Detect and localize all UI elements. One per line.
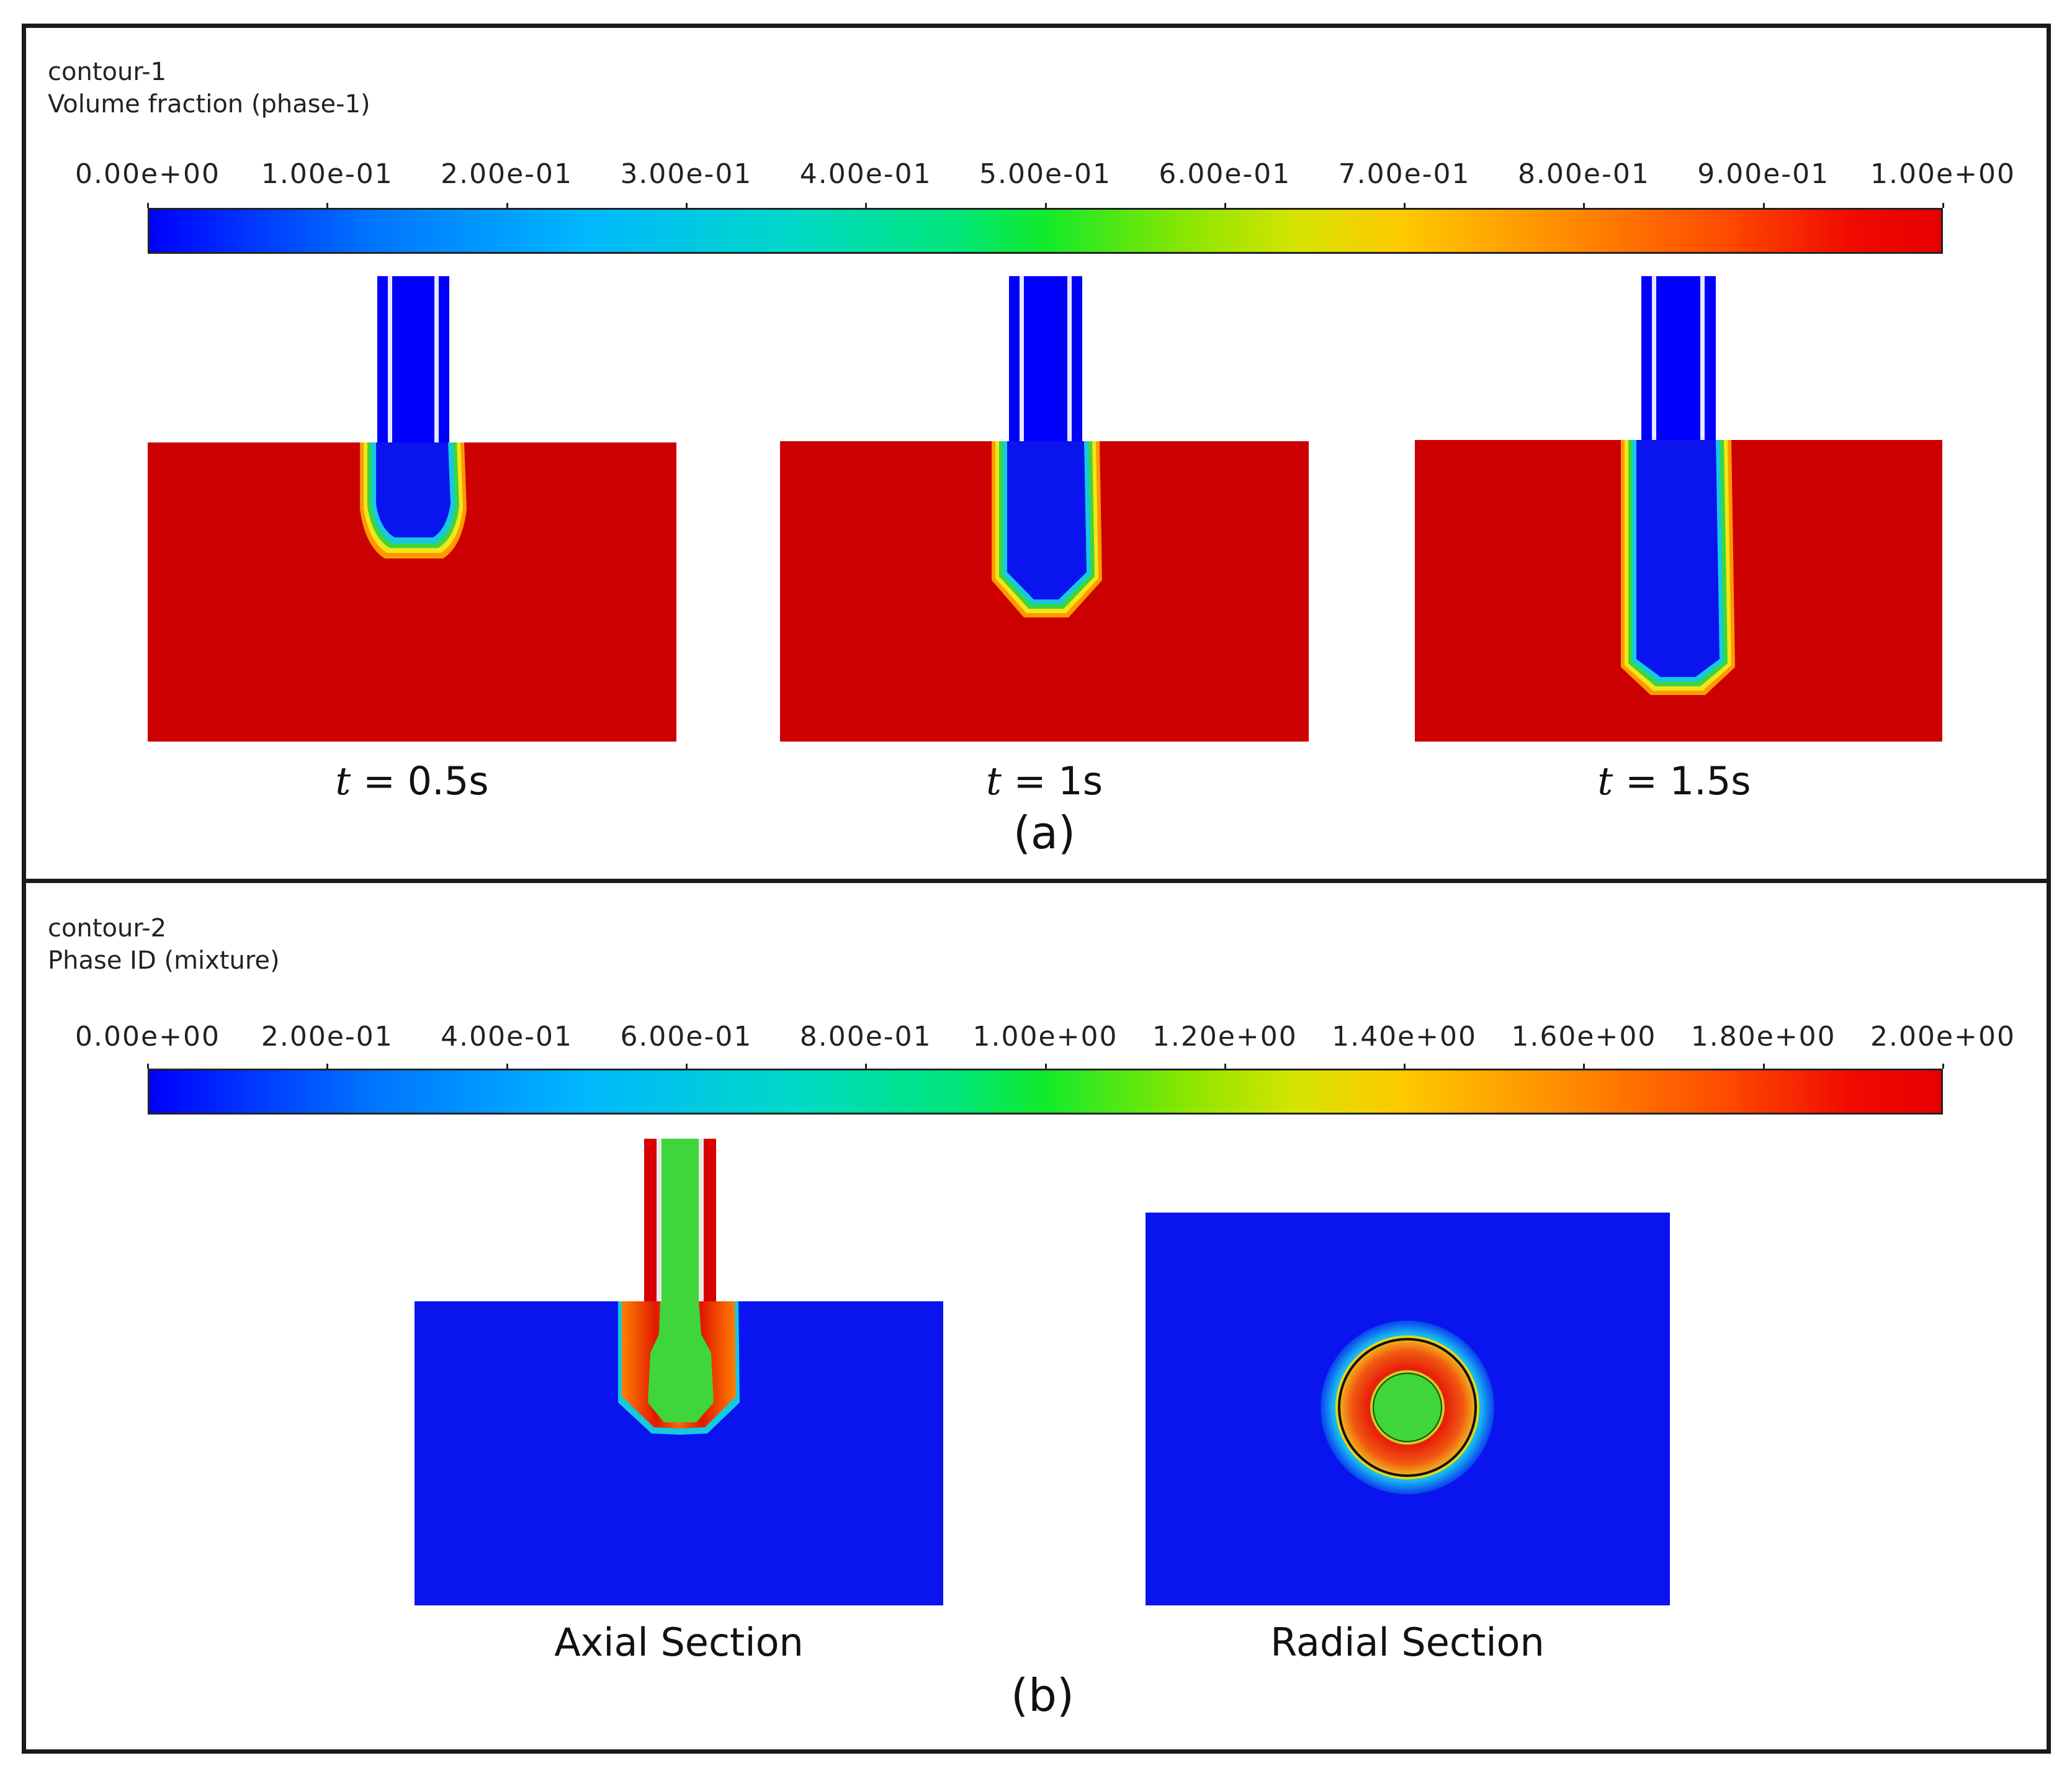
panel-a-label: (a) <box>1013 807 1076 859</box>
colorbar-a <box>148 208 1943 254</box>
panel-a-title: contour-1 Volume fraction (phase-1) <box>48 56 370 120</box>
colorbar-a-tick-mark-2 <box>506 203 508 208</box>
caption-t15-text: = 1.5s <box>1613 758 1751 804</box>
colorbar-a-tick-label-2: 2.00e-01 <box>441 158 573 190</box>
colorbar-b-tick-mark-3 <box>685 1064 688 1069</box>
colorbar-a-tick-label-6: 6.00e-01 <box>1159 158 1291 190</box>
radial-ring-outline <box>1338 1338 1477 1477</box>
panel-b-title-line2: Phase ID (mixture) <box>48 946 280 975</box>
caption-t05: t = 0.5s <box>335 758 488 804</box>
field-t05 <box>148 276 676 742</box>
nozzle-gap-right-t1 <box>1067 276 1072 444</box>
colorbar-a-tick-label-8: 8.00e-01 <box>1517 158 1650 190</box>
colorbar-b-tick-label-1: 2.00e-01 <box>261 1021 393 1052</box>
field-t1 <box>780 276 1309 742</box>
caption-t15-var: t <box>1597 758 1613 804</box>
nozzle-gap-right-t15 <box>1700 276 1705 442</box>
colorbar-a-tick-label-5: 5.00e-01 <box>979 158 1111 190</box>
nozzle-gap-left-t05 <box>388 276 392 444</box>
axial-section-field <box>415 1139 943 1605</box>
colorbar-a-tick-label-9: 9.00e-01 <box>1697 158 1830 190</box>
caption-t05-text: = 0.5s <box>351 758 489 804</box>
colorbar-a-tick-mark-0 <box>147 203 149 208</box>
colorbar-b-tick-mark-10 <box>1942 1064 1944 1069</box>
colorbar-b-tick-label-6: 1.20e+00 <box>1152 1021 1298 1052</box>
colorbar-a-tick-label-10: 1.00e+00 <box>1870 158 2016 190</box>
colorbar-a-tick-label-7: 7.00e-01 <box>1338 158 1471 190</box>
colorbar-b <box>148 1069 1943 1115</box>
colorbar-b-tick-mark-6 <box>1224 1064 1226 1069</box>
colorbar-b-tick-mark-7 <box>1404 1064 1406 1069</box>
colorbar-b-tick-label-5: 1.00e+00 <box>972 1021 1118 1052</box>
colorbar-a-tick-label-0: 0.00e+00 <box>75 158 220 190</box>
panel-b-label: (b) <box>1011 1669 1074 1721</box>
nozzle-gap-left-t1 <box>1020 276 1024 444</box>
colorbar-a-tick-mark-5 <box>1044 203 1047 208</box>
colorbar-a-tick-mark-8 <box>1583 203 1585 208</box>
colorbar-a-tick-label-1: 1.00e-01 <box>261 158 393 190</box>
field-t15 <box>1415 276 1942 742</box>
caption-t05-var: t <box>335 758 351 804</box>
axial-nozzle-wall-left <box>644 1139 657 1303</box>
caption-t1-text: = 1s <box>1001 758 1103 804</box>
colorbar-b-tick-label-7: 1.40e+00 <box>1332 1021 1478 1052</box>
colorbar-b-tick-label-2: 4.00e-01 <box>441 1021 573 1052</box>
nozzle-gap-right-t05 <box>434 276 439 444</box>
gas-core-t05 <box>376 442 451 537</box>
gas-core-t1 <box>1007 441 1087 599</box>
colorbar-a-tick-label-4: 4.00e-01 <box>799 158 932 190</box>
colorbar-b-tick-mark-2 <box>506 1064 508 1069</box>
colorbar-b-tick-mark-1 <box>326 1064 329 1069</box>
colorbar-a-tick-mark-6 <box>1224 203 1226 208</box>
colorbar-b-tick-mark-4 <box>865 1064 868 1069</box>
axial-nozzle-wall-right <box>704 1139 716 1303</box>
colorbar-a-tick-label-3: 3.00e-01 <box>620 158 753 190</box>
caption-radial: Radial Section <box>1270 1620 1545 1665</box>
panel-a-title-line1: contour-1 <box>48 58 167 86</box>
radial-core <box>1373 1373 1442 1442</box>
colorbar-b-tick-label-8: 1.60e+00 <box>1511 1021 1657 1052</box>
colorbar-b-tick-label-3: 6.00e-01 <box>620 1021 753 1052</box>
colorbar-b-tick-label-10: 2.00e+00 <box>1870 1021 2016 1052</box>
panel-a-title-line2: Volume fraction (phase-1) <box>48 90 370 119</box>
gas-core-t15 <box>1636 440 1720 677</box>
caption-t15: t = 1.5s <box>1597 758 1751 804</box>
axial-nozzle-core <box>662 1139 699 1303</box>
caption-axial: Axial Section <box>554 1620 804 1665</box>
colorbar-b-tick-mark-8 <box>1583 1064 1585 1069</box>
colorbar-b-tick-label-0: 0.00e+00 <box>75 1021 220 1052</box>
colorbar-a-tick-mark-4 <box>865 203 868 208</box>
caption-t1-var: t <box>985 758 1002 804</box>
colorbar-a-tick-mark-3 <box>685 203 688 208</box>
radial-section-field <box>1146 1213 1670 1605</box>
colorbar-a-tick-mark-1 <box>326 203 329 208</box>
colorbar-a-tick-mark-9 <box>1762 203 1765 208</box>
panel-b <box>22 879 2051 1754</box>
colorbar-a-tick-mark-7 <box>1404 203 1406 208</box>
colorbar-b-tick-label-9: 1.80e+00 <box>1690 1021 1836 1052</box>
colorbar-b-tick-mark-9 <box>1762 1064 1765 1069</box>
colorbar-b-tick-mark-0 <box>147 1064 149 1069</box>
axial-core <box>648 1301 714 1422</box>
panel-b-title: contour-2 Phase ID (mixture) <box>48 912 280 977</box>
colorbar-b-tick-label-4: 8.00e-01 <box>799 1021 932 1052</box>
panel-b-title-line1: contour-2 <box>48 914 167 943</box>
caption-t1: t = 1s <box>986 758 1103 804</box>
nozzle-gap-left-t15 <box>1652 276 1656 442</box>
colorbar-b-tick-mark-5 <box>1044 1064 1047 1069</box>
colorbar-a-tick-mark-10 <box>1942 203 1944 208</box>
